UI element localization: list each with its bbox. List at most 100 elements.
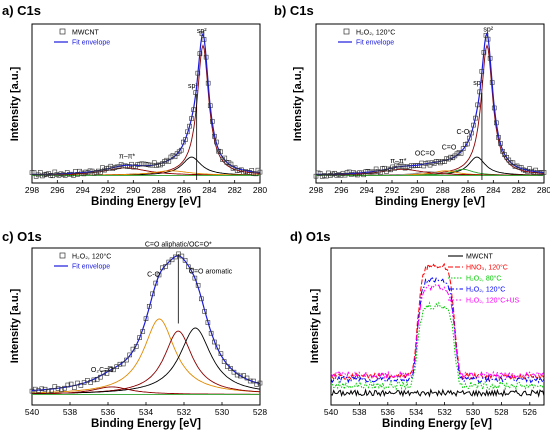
panel-c-ylabel: Intensity [a.u.] [9,288,21,363]
data-point [481,50,487,55]
component-peak [32,386,260,395]
peak-annotation: sp² [483,27,493,34]
data-point [231,369,237,375]
data-point [218,149,223,155]
data-point [241,373,247,378]
x-tick-label: 534 [409,407,423,417]
data-point [215,344,220,350]
x-tick-label: 298 [25,185,39,195]
data-point [32,386,38,392]
data-point [163,264,168,269]
panel-d-frame [330,247,545,406]
data-point [179,253,185,259]
legend-marker [59,252,66,259]
data-point [205,80,211,86]
data-point [251,378,256,384]
data-point [221,359,227,364]
legend-label: H₂O₂, 120°C [356,29,395,37]
x-tick-label: 296 [334,185,348,195]
data-point [173,254,178,260]
data-point [104,371,110,376]
data-point [494,120,499,126]
panel-d: d) O1s Intensity [a.u.] Binding Energy [… [290,229,545,430]
data-point [153,280,159,286]
legend-label: Fit envelope [72,264,110,271]
x-tick-label: 280 [253,185,267,195]
component-peak [32,327,261,395]
panel-d-plot-area: 540 538 536 534 532 530 528 526 MWCNT HNO₃, 120°C… [324,254,545,417]
x-tick-label: 294 [76,185,90,195]
peak-annotation: π–π* [390,158,407,165]
legend-label: H₂O₂, 120°C [466,286,505,294]
x-tick-label: 528 [253,407,267,417]
component-peak [32,318,261,394]
data-point [143,316,149,322]
x-tick-label: 282 [228,185,242,195]
data-point [475,102,480,108]
x-tick-label: 530 [215,407,229,417]
data-point [487,55,493,61]
x-tick-label: 538 [63,407,77,417]
data-point [489,80,495,85]
panel-b-ylabel: Intensity [a.u.] [292,66,304,141]
data-point [195,283,201,288]
panel-b-label: b) C1s [274,3,314,18]
x-tick-label: 538 [352,407,366,417]
data-point [101,370,106,376]
data-point [185,129,190,135]
data-point [257,169,263,175]
data-point [191,107,196,113]
panel-c-plot-area: 540 538 536 534 532 530 528 C=O aliphatic/OC=O*… [25,241,267,417]
data-point [146,304,152,309]
panel-c-label: c) O1s [2,229,42,244]
data-point [471,122,476,128]
legend-label: Fit envelope [356,40,394,47]
series-line [330,262,545,381]
data-point [477,89,483,95]
data-point [166,159,172,164]
x-tick-label: 530 [466,407,480,417]
data-point [208,330,214,336]
data-point [186,264,191,270]
panel-b-xlabel: Binding Energy [eV] [375,196,485,208]
x-tick-label: 298 [309,185,323,195]
peak-annotation: C-O [457,129,470,136]
panel-a-label: a) C1s [2,3,41,18]
data-point [210,119,215,124]
peak-annotation: O₂C=O [91,367,114,374]
panel-a-xlabel: Binding Energy [eV] [91,196,201,208]
data-point [120,361,126,367]
peak-annotation: π–π* [119,154,136,161]
data-point [458,151,464,156]
data-point [159,265,165,271]
data-point [59,387,64,392]
legend-label: H₂O₂, 120°C+US [466,297,520,305]
x-tick-label: 292 [101,185,115,195]
data-point [212,339,217,345]
series-line [330,388,545,398]
data-point [117,361,123,367]
panel-c: c) O1s Intensity [a.u.] Binding Energy [… [2,229,267,430]
peak-annotation: C=O aromatic [189,269,233,276]
series-line [330,283,545,380]
data-point [140,329,146,334]
data-point [247,378,253,384]
x-tick-label: 294 [360,185,374,195]
x-tick-label: 532 [438,407,452,417]
legend-label: MWCNT [466,254,494,261]
data-point [193,90,199,95]
data-point [45,388,51,394]
data-point [127,352,133,358]
legend-label: HNO₃, 120°C [466,264,508,272]
fit-envelope-line [31,32,261,176]
data-point [244,375,250,381]
data-point [207,103,213,109]
x-tick-label: 296 [50,185,64,195]
component-peak [32,43,261,176]
data-point [218,351,224,356]
data-point [39,386,45,392]
data-point [214,139,219,145]
data-point [156,272,162,278]
data-point [473,115,478,121]
x-tick-label: 536 [381,407,395,417]
